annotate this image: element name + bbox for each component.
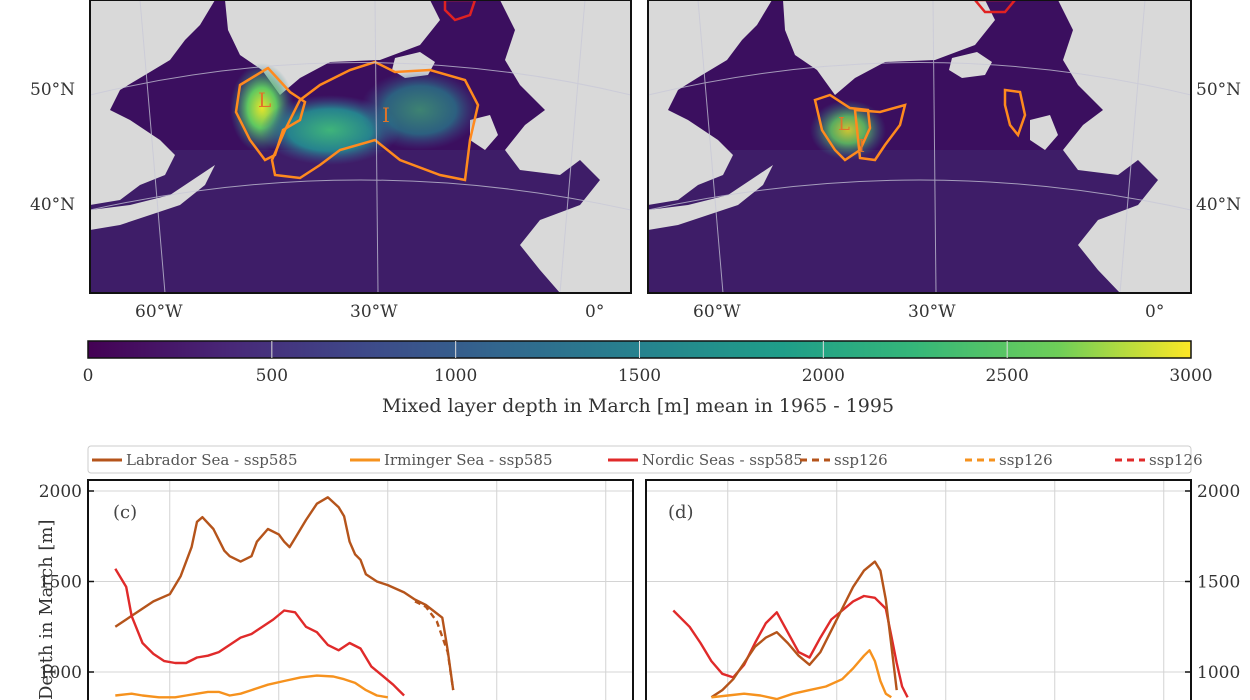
line-panel-c: (c)	[87, 479, 634, 700]
legend: Labrador Sea - ssp585 Irminger Sea - ssp5…	[87, 445, 1203, 474]
lat-label-50n-left: 50°N	[30, 80, 75, 100]
colorbar-tick-label: 1500	[618, 366, 661, 386]
map-panel-a: L I	[90, 0, 631, 293]
plot-area-d	[646, 480, 1191, 700]
lon-label-0-b: 0°	[1145, 302, 1164, 322]
map-frame-b	[647, 0, 1192, 294]
legend-label: Nordic Seas - ssp585	[642, 451, 803, 469]
lon-label-60w-a: 60°W	[135, 302, 183, 322]
colorbar-tick-label: 1000	[434, 366, 477, 386]
labrador-sea-contour	[234, 66, 307, 162]
legend-label: ssp126	[999, 451, 1053, 469]
region-label-irminger: I	[382, 103, 390, 127]
panel-letter-c: (c)	[113, 502, 137, 523]
y-tick-label-right: 1000	[1197, 663, 1240, 683]
y-axis-label: Depth in March [m]	[36, 519, 57, 700]
series-line	[114, 496, 455, 691]
lat-label-40n-right: 40°N	[1196, 195, 1241, 215]
y-tick-label-left: 1500	[39, 573, 82, 593]
colorbar-tick-label: 3000	[1169, 366, 1212, 386]
panel-letter-d: (d)	[668, 502, 694, 523]
legend-label: Labrador Sea - ssp585	[126, 451, 298, 469]
lon-label-30w-a: 30°W	[350, 302, 398, 322]
colorbar-label: Mixed layer depth in March [m] mean in 1…	[382, 395, 894, 417]
lat-label-50n-right: 50°N	[1196, 80, 1241, 100]
y-tick-label-right: 2000	[1197, 482, 1240, 502]
irminger-sea-contour	[270, 60, 480, 182]
line-panel-d: (d)	[645, 479, 1192, 700]
y-tick-label-left: 2000	[39, 482, 82, 502]
legend-box	[87, 445, 1192, 474]
europe-landmass	[1058, 0, 1191, 293]
map-frame-a	[89, 0, 632, 294]
lat-label-40n-left: 40°N	[30, 195, 75, 215]
legend-label: Irminger Sea - ssp585	[384, 451, 553, 469]
series-line	[710, 560, 898, 699]
colorbar-tick-label: 500	[256, 366, 288, 386]
y-tick-label-right: 1500	[1197, 573, 1240, 593]
lon-label-0-a: 0°	[585, 302, 604, 322]
y-tick-label-left: 1000	[39, 663, 82, 683]
lon-label-60w-b: 60°W	[693, 302, 741, 322]
europe-landmass	[500, 0, 631, 293]
colorbar-tick-label: 2000	[802, 366, 845, 386]
colorbar-tick-label: 0	[83, 366, 94, 386]
labrador-landmass	[648, 0, 772, 205]
nordic-seas-contour	[973, 0, 1017, 14]
nordic-seas-contour	[443, 0, 477, 22]
iceland-landmass	[949, 52, 992, 78]
region-label-labrador: L	[838, 114, 850, 135]
colorbar: 0 500 1000 1500 2000 2500 3000 Mixed layer dep…	[83, 340, 1213, 417]
greenland-landmass	[783, 0, 995, 95]
irminger-sea-contour	[853, 103, 907, 162]
map-graticule	[648, 0, 1191, 293]
lon-label-30w-b: 30°W	[908, 302, 956, 322]
region-label-labrador: L	[258, 88, 271, 112]
map-panel-b: L I	[648, 0, 1191, 293]
map-graticule	[90, 0, 631, 293]
legend-label: ssp126	[834, 451, 888, 469]
labrador-sea-contour	[813, 93, 872, 162]
labrador-landmass	[90, 0, 215, 205]
series-line	[711, 649, 892, 700]
series-line	[115, 674, 388, 699]
series-line	[414, 600, 455, 691]
region-label-irminger: I	[858, 136, 865, 157]
series-line	[114, 568, 405, 697]
colorbar-tick-label: 2500	[986, 366, 1029, 386]
legend-label: ssp126	[1149, 451, 1203, 469]
